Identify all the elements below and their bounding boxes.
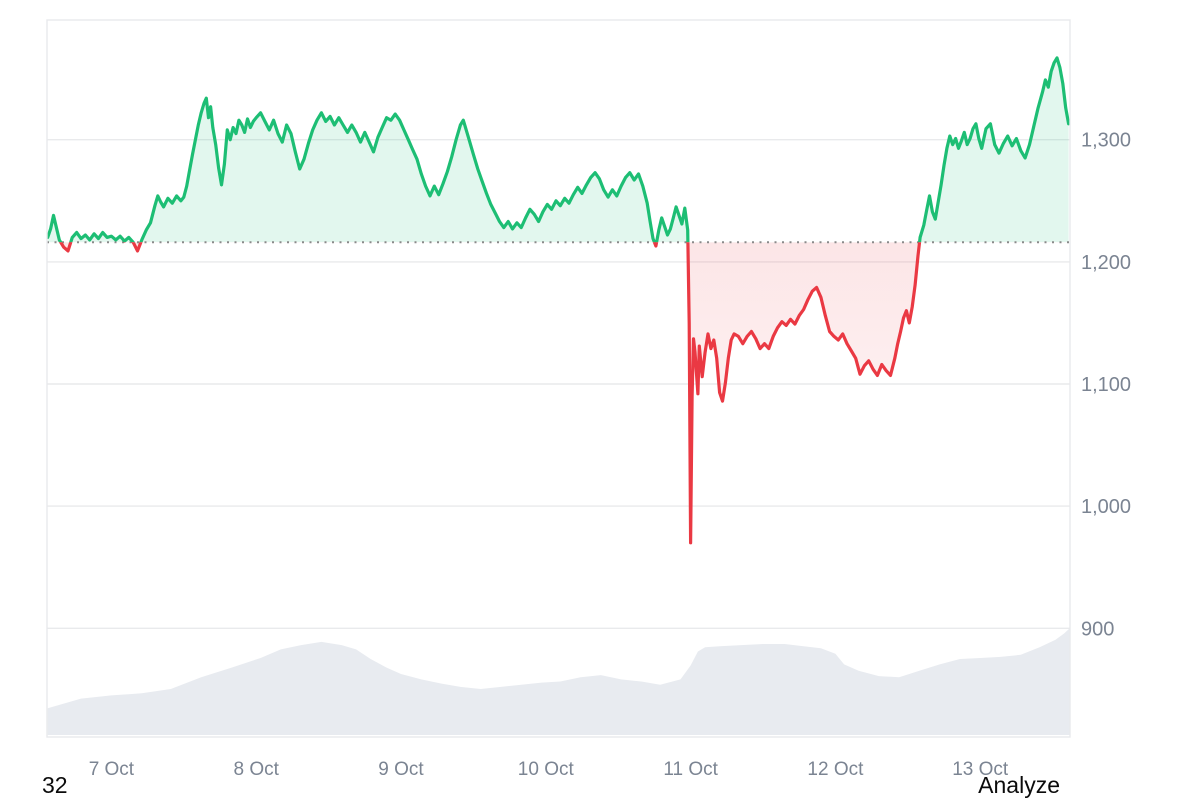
gain-area [47,57,1069,243]
x-tick-label: 13 Oct [952,759,1009,780]
x-tick-label: 11 Oct [663,759,718,780]
price-line-down [58,242,922,545]
loss-area [60,242,920,543]
bottom-left-text: 32 [42,772,68,798]
plot-border [46,19,1071,738]
y-tick-label: 1,100 [1081,374,1131,396]
y-tick-label: 1,200 [1081,252,1131,274]
price-line-up [47,56,1070,243]
x-tick-label: 8 Oct [233,759,279,780]
y-tick-label: 1,000 [1081,496,1131,518]
analyze-button[interactable]: Analyze [978,772,1060,798]
y-tick-label: 900 [1081,618,1114,640]
volume-area [47,628,1070,735]
x-tick-label: 12 Oct [807,759,864,780]
y-tick-label: 1,300 [1081,130,1131,152]
x-tick-label: 10 Oct [518,759,575,780]
x-tick-label: 7 Oct [89,759,135,780]
x-tick-label: 9 Oct [378,759,424,780]
y-axis: 900 1,000 1,100 1,200 1,300 [1081,130,1131,641]
x-axis: 7 Oct 8 Oct 9 Oct 10 Oct 11 Oct 12 Oct 13 Oct [89,759,1009,780]
